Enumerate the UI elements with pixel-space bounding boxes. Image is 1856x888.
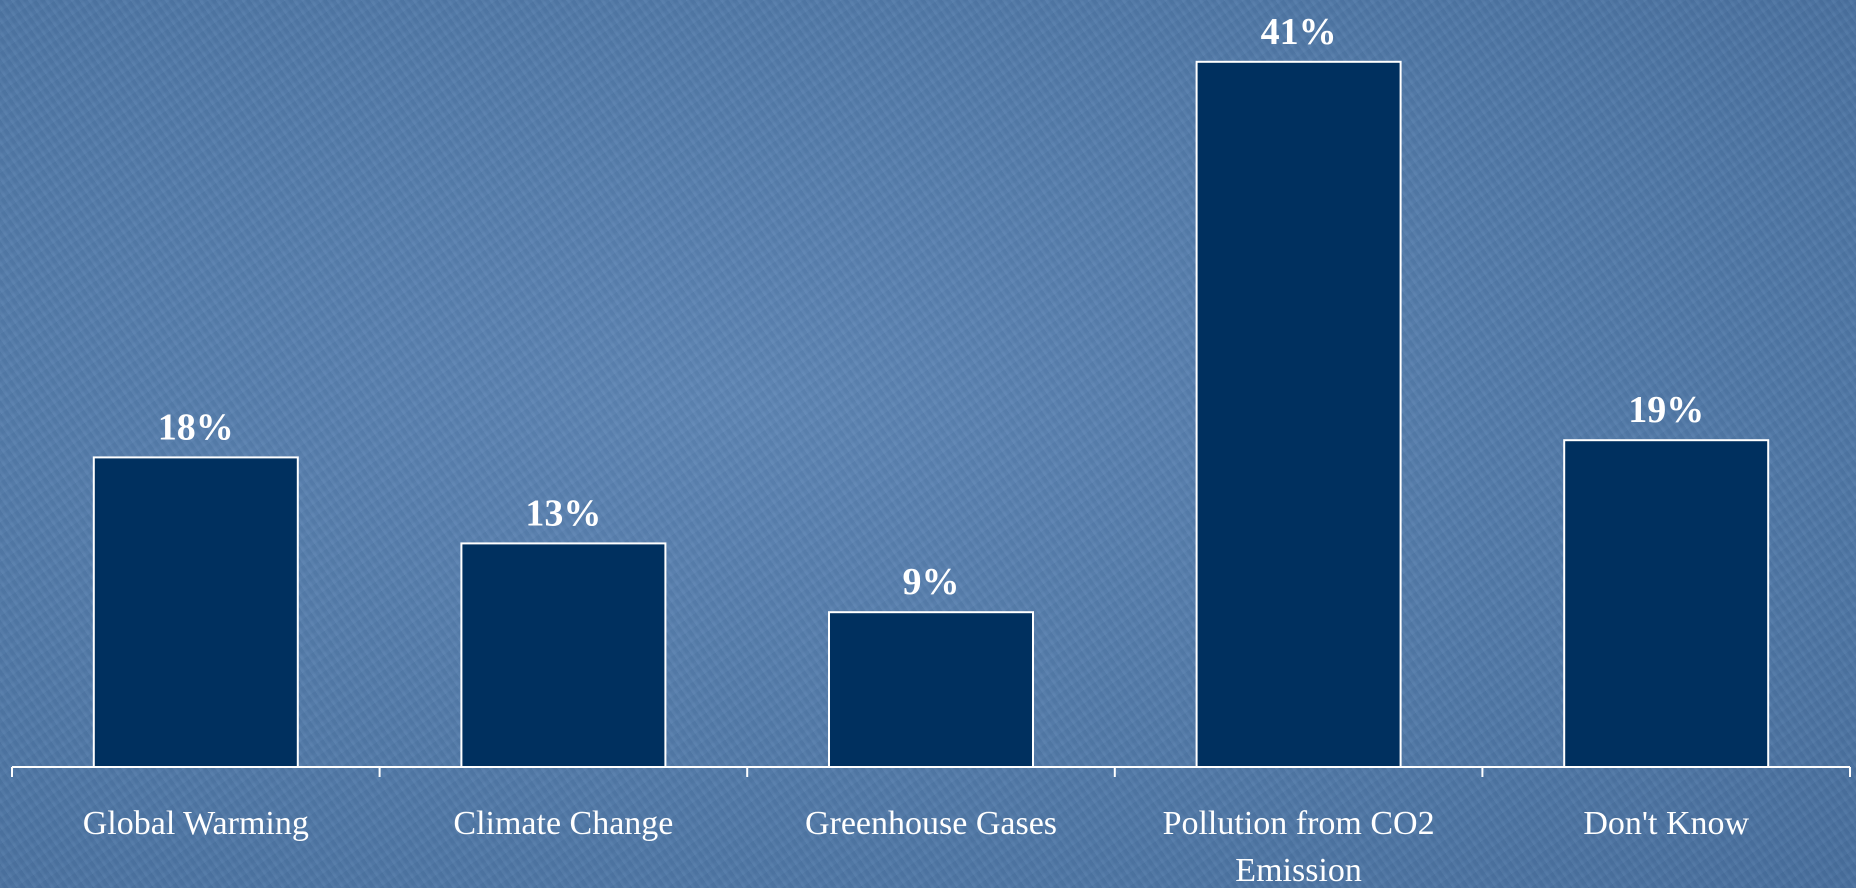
labels-group: 18% Global Warming 13% Climate Change 9% Gree… [83, 11, 1750, 888]
bar-3 [1195, 60, 1402, 769]
category-label: Greenhouse Gases [805, 805, 1057, 842]
category-label: Don't Know [1583, 805, 1749, 842]
bar-2 [828, 611, 1034, 769]
category-label: Global Warming [83, 805, 309, 842]
bar-0 [92, 456, 299, 768]
value-label: 41% [1261, 11, 1337, 53]
category-label: Emission [1235, 852, 1362, 888]
value-label: 19% [1628, 389, 1704, 431]
value-label: 13% [525, 492, 601, 534]
bars-group [92, 60, 1770, 769]
value-label: 18% [158, 406, 234, 448]
category-label: Pollution from CO2 [1163, 805, 1435, 842]
bar-4 [1563, 439, 1770, 768]
value-label: 9% [903, 561, 960, 603]
bar-1 [460, 542, 667, 769]
category-label: Climate Change [453, 805, 673, 842]
x-axis [11, 766, 1851, 777]
